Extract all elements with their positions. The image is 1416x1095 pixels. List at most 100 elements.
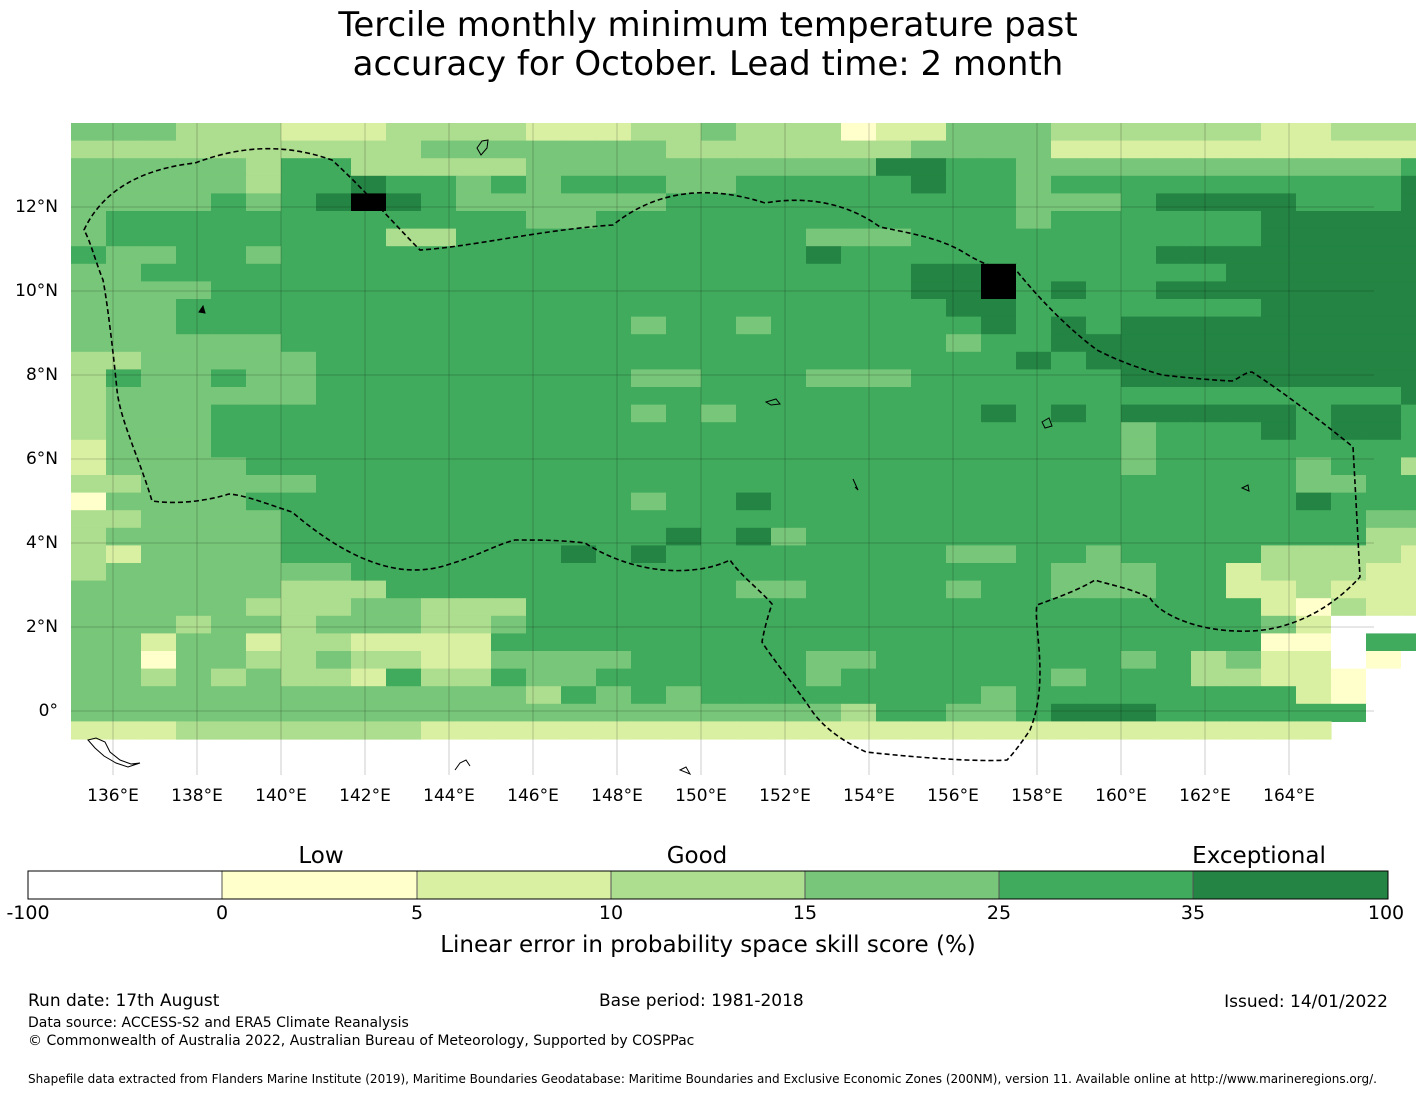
grid-cell xyxy=(1296,668,1332,687)
grid-cell xyxy=(141,545,177,564)
grid-cell xyxy=(386,439,422,458)
grid-cell xyxy=(946,475,982,494)
grid-cell xyxy=(1191,633,1227,652)
grid-cell xyxy=(1331,651,1367,670)
grid-cell xyxy=(1051,633,1087,652)
grid-cell xyxy=(561,299,597,318)
grid-cell xyxy=(1261,475,1297,494)
grid-cell xyxy=(1226,211,1262,230)
lon-tick-label: 150°E xyxy=(675,786,727,806)
grid-cell xyxy=(1401,615,1416,634)
grid-cell xyxy=(841,686,877,705)
grid-cell xyxy=(246,123,282,142)
grid-cell xyxy=(911,686,947,705)
grid-cell xyxy=(491,123,527,142)
grid-cell xyxy=(736,211,772,230)
grid-cell xyxy=(911,316,947,335)
grid-cell xyxy=(1121,193,1157,212)
grid-cell xyxy=(176,422,212,441)
grid-cell xyxy=(1261,422,1297,441)
grid-cell xyxy=(1121,422,1157,441)
grid-cell xyxy=(561,580,597,599)
grid-cell xyxy=(71,457,107,476)
grid-cell xyxy=(666,228,702,247)
grid-cell xyxy=(526,510,562,529)
grid-cell xyxy=(1331,281,1367,300)
grid-cell xyxy=(71,615,107,634)
grid-cell xyxy=(1156,457,1192,476)
grid-cell xyxy=(106,598,142,617)
grid-cell xyxy=(911,246,947,265)
grid-cell xyxy=(491,580,527,599)
grid-cell xyxy=(1191,686,1227,705)
grid-cell xyxy=(1051,140,1087,159)
grid-cell xyxy=(316,140,352,159)
grid-cell xyxy=(211,439,247,458)
grid-cell xyxy=(211,633,247,652)
grid-cell xyxy=(211,580,247,599)
grid-cell xyxy=(946,316,982,335)
grid-cell xyxy=(1261,316,1297,335)
grid-cell xyxy=(316,439,352,458)
grid-cell xyxy=(666,721,702,740)
grid-cell xyxy=(596,175,632,194)
grid-cell xyxy=(176,228,212,247)
grid-cell xyxy=(281,281,317,300)
grid-cell xyxy=(1051,651,1087,670)
grid-cell xyxy=(1016,686,1052,705)
grid-cell xyxy=(946,175,982,194)
grid-cell xyxy=(281,316,317,335)
grid-cell xyxy=(1296,651,1332,670)
grid-cell xyxy=(1086,422,1122,441)
grid-cell xyxy=(631,263,667,282)
grid-cell xyxy=(911,387,947,406)
grid-cell xyxy=(246,175,282,194)
grid-cell xyxy=(176,404,212,423)
grid-cell xyxy=(561,651,597,670)
grid-cell xyxy=(771,193,807,212)
grid-cell xyxy=(1051,211,1087,230)
grid-cell xyxy=(246,193,282,212)
grid-cell xyxy=(561,686,597,705)
grid-cell xyxy=(1016,668,1052,687)
grid-cell xyxy=(771,668,807,687)
grid-cell xyxy=(771,316,807,335)
grid-cell xyxy=(736,123,772,142)
grid-cell xyxy=(526,158,562,177)
grid-cell xyxy=(71,686,107,705)
grid-cell xyxy=(211,563,247,582)
grid-cell xyxy=(1191,158,1227,177)
grid-cell xyxy=(281,721,317,740)
island-outline xyxy=(764,398,781,406)
grid-cell xyxy=(456,598,492,617)
grid-cell xyxy=(1226,615,1262,634)
grid-cell xyxy=(876,211,912,230)
grid-cell xyxy=(106,193,142,212)
grid-cell xyxy=(841,703,877,722)
grid-cell xyxy=(386,123,422,142)
grid-cell xyxy=(701,351,737,370)
grid-cell xyxy=(1051,158,1087,177)
grid-cell xyxy=(806,457,842,476)
grid-cell xyxy=(876,175,912,194)
grid-cell xyxy=(736,351,772,370)
grid-cell xyxy=(981,175,1017,194)
grid-cell xyxy=(1121,140,1157,159)
grid-cell xyxy=(561,316,597,335)
grid-cell xyxy=(1366,510,1402,529)
lon-tick-label: 146°E xyxy=(507,786,559,806)
grid-cell xyxy=(946,281,982,300)
grid-cell xyxy=(1086,598,1122,617)
grid-cell xyxy=(946,527,982,546)
grid-cell xyxy=(1366,563,1402,582)
grid-cell xyxy=(1226,651,1262,670)
grid-cell xyxy=(71,316,107,335)
grid-cell xyxy=(666,263,702,282)
grid-cell xyxy=(526,140,562,159)
grid-cell xyxy=(1366,246,1402,265)
grid-cell xyxy=(666,404,702,423)
grid-cell xyxy=(211,211,247,230)
grid-cell xyxy=(351,246,387,265)
grid-cell xyxy=(666,457,702,476)
grid-cell xyxy=(981,387,1017,406)
